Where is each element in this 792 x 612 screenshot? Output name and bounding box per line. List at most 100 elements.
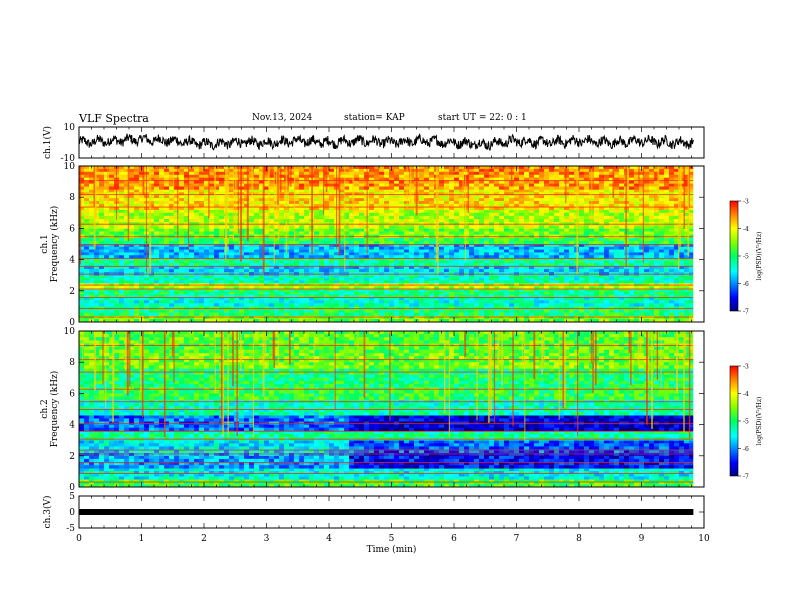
spectrogram-cell [419,249,425,253]
spectrogram-cell [659,263,665,267]
spectrogram-cell [494,231,500,235]
spectrogram-cell [674,289,680,293]
spectrogram-cell [374,263,380,267]
spectrogram-cell [344,265,350,270]
spectrogram-cell [239,269,245,273]
spectrogram-cell [454,225,460,229]
spectrogram-cell [244,265,250,270]
spectrogram-cell [209,300,215,304]
spectrogram-cell [419,318,425,323]
spectrogram-cell [614,286,620,290]
spectrogram-cell [579,260,585,264]
spectrogram-cell [169,291,175,295]
spectrogram-cell [274,297,280,301]
spectrogram-cell [334,255,340,259]
spectrogram-cell [619,286,625,290]
spectrogram-cell [449,277,455,281]
spectrogram-cell [384,275,390,279]
spectrogram-cell [144,303,150,307]
spectrogram-cell [529,237,535,242]
spectrogram-cell [269,309,275,313]
spectrogram-cell [164,219,170,223]
spectrogram-cell [654,219,660,223]
spectrogram-cell [304,260,310,264]
spectrogram-cell [279,252,285,256]
spectrogram-cell [564,252,570,256]
spectrogram-cell [539,244,545,248]
spectrogram-cell [439,252,445,256]
spectrogram-cell [509,209,515,214]
spectrogram-cell [449,269,455,273]
spectrogram-cell [519,318,525,323]
spectrogram-cell [584,277,590,281]
spectrogram-cell [664,275,670,279]
spectrogram-cell [399,289,405,293]
spectrogram-cell [169,246,175,250]
spectrogram-cell [474,269,480,273]
spectrogram-cell [219,294,225,298]
spectrogram-cell [299,291,305,295]
spectrogram-cell [244,252,250,256]
spectrogram-cell [429,249,435,253]
spectrogram-cell [279,237,285,242]
spectrogram-cell [199,303,205,307]
spectrogram-cell [649,263,655,267]
spectrogram-cell [204,189,210,193]
spectrogram-cell [284,294,290,298]
spectrogram-cell [194,289,200,293]
spectrogram-cell [214,300,220,304]
spectrogram-cell [469,260,475,264]
spectrogram-cell [384,212,390,217]
spectrogram-cell [444,265,450,270]
spectrogram-cell [124,275,130,279]
spectrogram-cell [609,291,615,295]
spectrogram-cell [684,212,690,217]
spectrogram-cell [309,300,315,304]
spectrogram-cell [109,260,115,264]
spectrogram-cell [119,231,125,235]
spectrogram-cell [164,312,170,316]
spectrogram-cell [464,225,470,229]
spectrogram-cell [599,303,605,307]
spectrogram-cell [549,309,555,313]
spectrogram-cell [214,286,220,290]
spectrogram-cell [424,303,430,307]
spectrogram-cell [159,291,165,295]
spectrogram-cell [379,192,385,196]
spectrogram-cell [629,318,635,323]
spectrogram-cell [389,280,395,284]
spectrogram-cell [374,303,380,307]
spectrogram-cell [574,275,580,279]
spectrogram-cell [684,246,690,250]
spectrogram-cell [184,312,190,316]
spectrogram-cell [589,275,595,279]
spectrogram-cell [509,237,515,242]
spectrogram-cell [439,212,445,217]
spectrogram-cell [129,209,135,214]
spectrogram-cell [174,318,180,323]
spectrogram-cell [364,312,370,316]
spectrogram-cell [199,244,205,248]
spectrogram-cell [129,280,135,284]
spectrogram-cell [259,244,265,248]
spectrogram-cell [354,309,360,313]
spectrogram-cell [89,255,95,259]
spectrogram-cell [434,275,440,279]
spectrogram-cell [179,212,185,217]
spectrogram-cell [309,275,315,279]
spectrogram-cell [209,297,215,301]
spectrogram-cell [329,318,335,323]
spectrogram-cell [199,249,205,253]
spectrogram-cell [444,215,450,220]
spectrogram-cell [349,318,355,323]
spectrogram-cell [414,258,420,261]
spectrogram-cell [254,192,260,196]
spectrogram-cell [559,252,565,256]
spectrogram-cell [539,225,545,229]
spectrogram-cell [229,291,235,295]
spectrogram-cell [304,280,310,284]
spectrogram-cell [424,258,430,261]
spectrogram-cell [234,246,240,250]
spectrogram-cell [644,240,650,245]
spectrogram-cell [689,237,694,242]
